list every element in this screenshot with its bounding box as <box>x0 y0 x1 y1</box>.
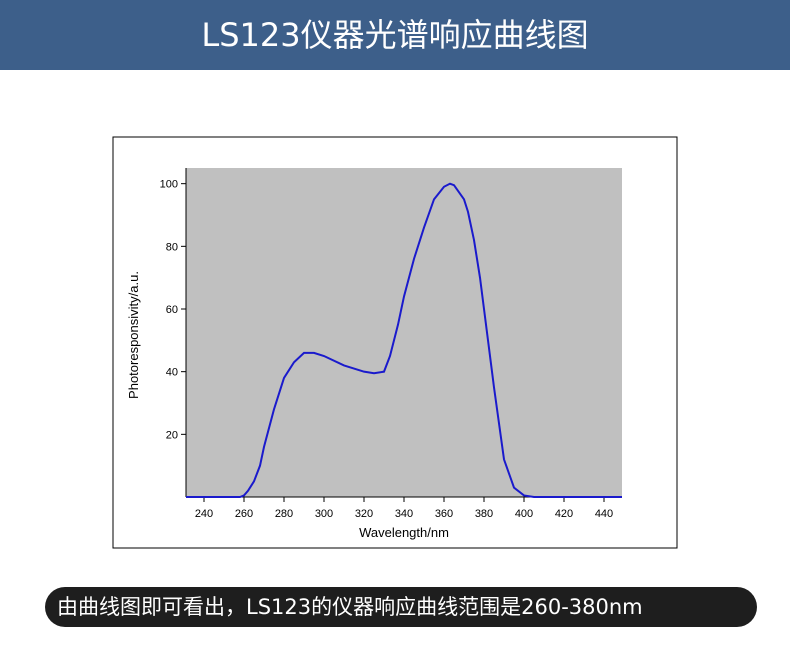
x-tick-label: 360 <box>435 508 453 520</box>
x-tick-label: 300 <box>315 508 333 520</box>
x-tick-label: 280 <box>275 508 293 520</box>
y-tick-label: 80 <box>166 241 178 253</box>
y-tick-label: 40 <box>166 367 178 379</box>
y-tick-label: 20 <box>166 429 178 441</box>
y-tick-label: 100 <box>160 179 178 191</box>
x-tick-label: 320 <box>355 508 373 520</box>
y-tick-label: 60 <box>166 304 178 316</box>
x-axis-label: Wavelength/nm <box>359 525 449 540</box>
y-axis-label: Photoresponsivity/a.u. <box>126 271 141 399</box>
x-tick-label: 400 <box>515 508 533 520</box>
x-tick-label: 380 <box>475 508 493 520</box>
plot-area <box>186 168 622 497</box>
x-tick-label: 260 <box>235 508 253 520</box>
x-tick-label: 340 <box>395 508 413 520</box>
x-tick-label: 440 <box>595 508 613 520</box>
x-tick-label: 240 <box>195 508 213 520</box>
data-line <box>186 182 622 498</box>
header-title: LS123仪器光谱响应曲线图 <box>0 0 790 70</box>
x-tick-label: 420 <box>555 508 573 520</box>
caption: 由曲线图即可看出，LS123的仪器响应曲线范围是260-380nm <box>45 587 757 627</box>
